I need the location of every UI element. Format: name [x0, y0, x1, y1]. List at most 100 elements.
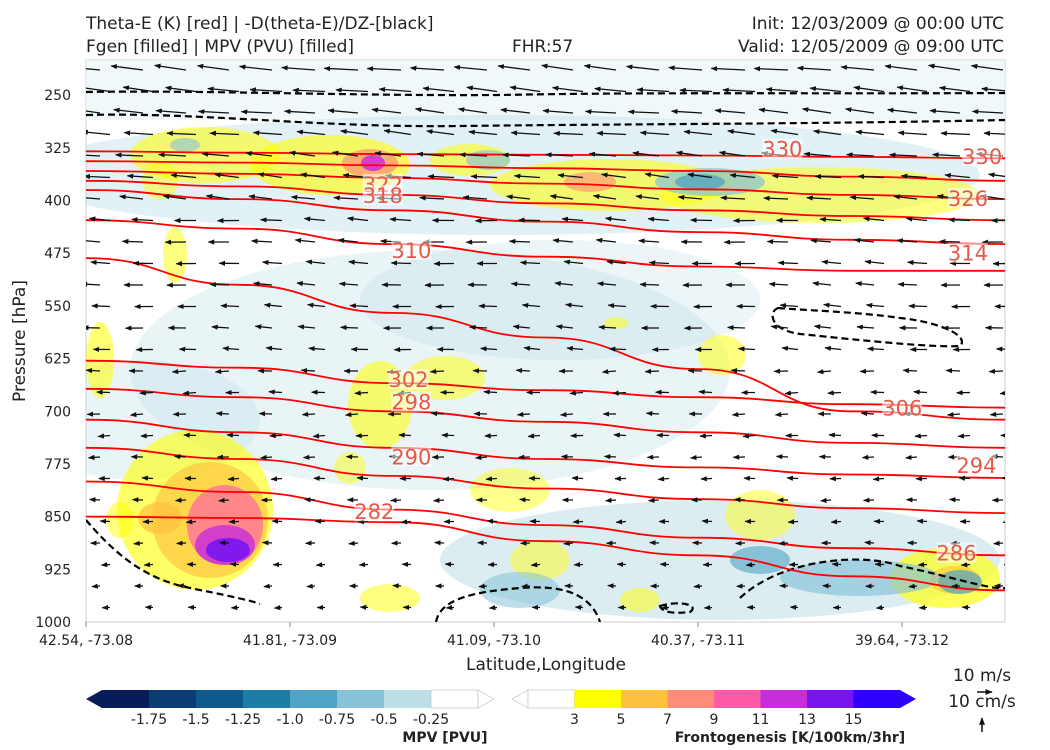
wind-vector — [551, 85, 584, 93]
contour-label-backing — [391, 391, 432, 412]
wind-vector — [517, 217, 541, 223]
wind-vector — [521, 302, 541, 309]
contour-label-backing — [962, 145, 1003, 166]
wind-vector — [862, 216, 885, 222]
wind-vector — [615, 519, 627, 525]
filled-region — [510, 540, 570, 580]
ddz-contours — [86, 90, 1005, 622]
wind-vector — [859, 368, 875, 374]
wind-vector — [519, 497, 531, 503]
init-time: Init: 12/03/2009 @ 00:00 UTC — [751, 14, 1004, 34]
mpv-colorbar-segment — [149, 690, 196, 708]
theta-e-contour-label: 294 — [956, 454, 996, 478]
filled-region — [142, 160, 178, 200]
wind-vector — [302, 454, 316, 460]
wind-vector — [331, 150, 359, 157]
wind-vector — [86, 129, 111, 136]
wind-vector — [166, 130, 197, 137]
wind-vector — [427, 173, 455, 180]
wind-vector — [300, 172, 326, 179]
wind-vector — [131, 217, 154, 223]
wind-vector — [595, 237, 617, 244]
wind-vector — [605, 497, 617, 503]
wind-vector — [510, 130, 541, 136]
wind-vector — [908, 583, 918, 589]
wind-vector — [263, 583, 273, 589]
wind-vector — [356, 475, 369, 481]
wind-vector — [914, 433, 928, 439]
wind-vector — [475, 454, 488, 461]
wind-vector — [292, 87, 326, 93]
wind-vector — [429, 368, 445, 375]
wind-vector — [512, 324, 531, 330]
contour-label-backing — [362, 185, 403, 206]
wind-vector — [718, 150, 746, 157]
wind-vector — [830, 519, 842, 525]
wind-vector — [989, 411, 1004, 417]
wind-vector — [948, 217, 971, 223]
wind-vector — [480, 346, 498, 352]
wind-vector — [801, 107, 832, 114]
wind-vector — [896, 238, 918, 244]
wind-vector — [677, 194, 703, 201]
wind-vector — [119, 194, 144, 200]
wind-vector — [348, 540, 359, 546]
wind-vector — [698, 389, 713, 395]
wind-vector — [488, 605, 498, 611]
mpv-colorbar-extend-high — [477, 689, 495, 709]
fgen-colorbar-segment — [714, 690, 761, 708]
wind-vector — [606, 259, 627, 265]
wind-vector — [816, 369, 832, 375]
wind-reference-key: 10 m/s 10 cm/s — [948, 666, 1016, 732]
wind-vector — [240, 109, 273, 115]
wind-vector — [905, 454, 918, 461]
wind-vector — [173, 454, 187, 460]
wind-vector — [668, 65, 703, 71]
wind-vector — [126, 173, 154, 179]
x-tick-label: 40.37, -73.11 — [651, 633, 745, 649]
filled-region — [725, 490, 795, 540]
filled-region — [361, 155, 385, 171]
wind-vector — [766, 239, 789, 245]
wind-vector — [596, 130, 627, 136]
wind-vector — [88, 216, 111, 222]
wind-vector — [527, 433, 541, 439]
fgen-colorbar-segment — [527, 689, 575, 709]
wind-vector — [422, 86, 455, 93]
mpv-colorbar: -1.75 -1.5 -1.25 -1.0 -0.75 -0.5 -0.25 — [86, 689, 495, 728]
theta-e-contour-label: 330 — [962, 145, 1002, 169]
wind-vector — [763, 195, 789, 201]
wind-vector — [86, 238, 101, 244]
wind-vector — [644, 368, 660, 374]
wind-vector — [745, 562, 756, 568]
wind-vector — [517, 454, 531, 460]
wind-vector — [315, 562, 326, 568]
wind-vector — [262, 540, 273, 546]
wind-vector — [444, 561, 455, 567]
wind-vector — [675, 150, 703, 157]
wind-vector — [441, 432, 455, 438]
wind-vector — [485, 476, 498, 482]
wind-vector — [374, 151, 402, 157]
wind-vector — [945, 368, 961, 374]
wind-vector — [710, 66, 746, 72]
wind-vector — [196, 63, 230, 71]
wind-vector — [254, 324, 273, 330]
wind-vector — [260, 217, 283, 223]
wind-vector — [846, 152, 875, 158]
fgen-colorbar-segment — [621, 690, 668, 708]
filled-region — [730, 546, 790, 574]
wind-vector — [796, 65, 832, 71]
wind-vector — [584, 109, 617, 115]
wind-vector — [281, 65, 316, 71]
wind-vector — [162, 194, 187, 200]
wind-vector — [690, 217, 713, 223]
wind-vector — [896, 85, 928, 93]
fgen-colorbar-tick: 5 — [617, 712, 626, 728]
wind-vector — [484, 433, 498, 439]
wind-vector — [598, 324, 617, 330]
wind-vector — [409, 65, 445, 71]
wind-vector — [508, 238, 531, 245]
wind-vector — [114, 152, 144, 158]
